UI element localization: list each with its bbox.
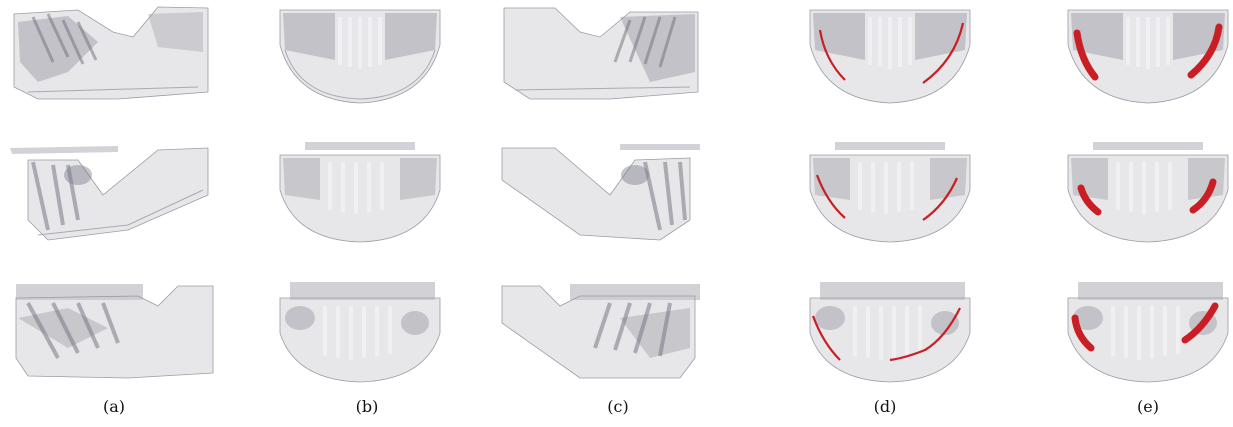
canal-curve-right [922,22,965,84]
canal-volume-left [1071,314,1095,352]
canal-curve-left [818,29,846,81]
canal-curve-left [811,315,841,361]
mandible-render-e-row1 [1063,5,1233,105]
mandible-render-e-row3 [1063,278,1233,383]
canal-volume-right [1187,23,1223,79]
canal-volume-right [1189,178,1217,214]
mandible-render-e-row2 [1063,140,1233,245]
canal-curve-right [889,307,961,362]
mandible-render-a-row2 [8,140,213,245]
caption-a: (a) [102,397,126,416]
caption-e: (e) [1137,397,1159,416]
canal-volume-left [1077,184,1102,216]
mandible-render-c-row3 [500,278,705,383]
mandible-render-d-row1 [805,5,975,105]
canal-volume-right [1181,302,1219,344]
mandible-render-d-row3 [805,278,975,383]
caption-d: (d) [873,397,897,416]
mandible-render-a-row3 [8,278,214,383]
caption-b: (b) [355,397,379,416]
mandible-render-a-row1 [8,2,213,107]
mandible-render-b-row2 [275,140,445,245]
canal-curve-right [922,177,959,221]
canal-volume-left [1073,29,1099,81]
mandible-render-c-row1 [500,2,705,107]
mandible-render-c-row2 [500,140,705,245]
canal-curve-left [815,174,846,219]
mandible-render-d-row2 [805,140,975,245]
mandible-render-b-row1 [275,5,445,105]
mandible-render-b-row3 [275,278,445,383]
caption-c: (c) [607,397,629,416]
